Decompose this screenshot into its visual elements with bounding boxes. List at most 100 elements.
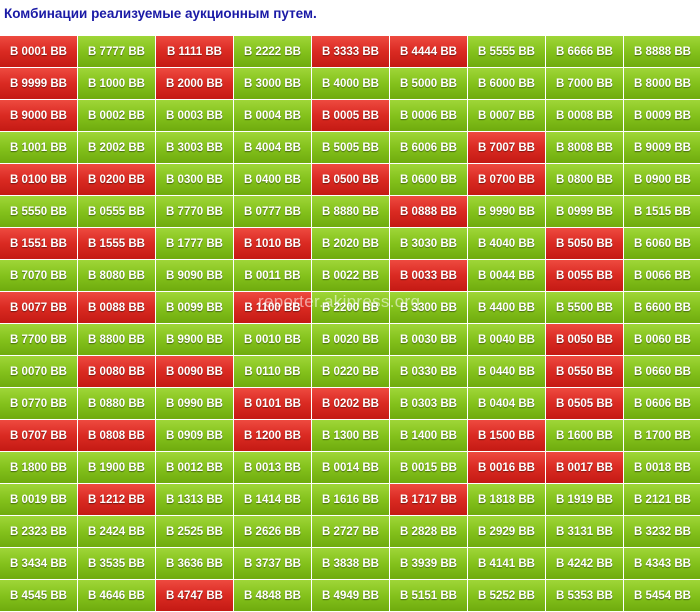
plate-cell-available: B 0404 BB — [468, 388, 546, 420]
plate-cell-auctioned: B 0005 BB — [312, 100, 390, 132]
plate-cell-auctioned: B 0550 BB — [546, 356, 624, 388]
plate-cell-available: B 3131 BB — [546, 516, 624, 548]
plate-cell-available: B 0606 BB — [624, 388, 700, 420]
plate-cell-available: B 5550 BB — [0, 196, 78, 228]
plate-cell-available: B 5500 BB — [546, 292, 624, 324]
plate-cell-available: B 7777 BB — [78, 36, 156, 68]
plate-cell-available: B 3838 BB — [312, 548, 390, 580]
plate-cell-available: B 1414 BB — [234, 484, 312, 516]
plate-cell-available: B 1600 BB — [546, 420, 624, 452]
plate-cell-available: B 0330 BB — [390, 356, 468, 388]
plate-cell-available: B 0066 BB — [624, 260, 700, 292]
plate-cell-available: B 0909 BB — [156, 420, 234, 452]
plate-cell-available: B 4400 BB — [468, 292, 546, 324]
plate-cell-available: B 4343 BB — [624, 548, 700, 580]
plate-cell-available: B 5000 BB — [390, 68, 468, 100]
plate-cell-available: B 3003 BB — [156, 132, 234, 164]
plate-cell-available: B 0999 BB — [546, 196, 624, 228]
plate-cell-available: B 2323 BB — [0, 516, 78, 548]
plate-cell-available: B 3939 BB — [390, 548, 468, 580]
plate-cell-auctioned: B 1111 BB — [156, 36, 234, 68]
plate-cell-available: B 8008 BB — [546, 132, 624, 164]
plate-cell-available: B 0018 BB — [624, 452, 700, 484]
plate-cell-available: B 0044 BB — [468, 260, 546, 292]
plate-cell-available: B 0600 BB — [390, 164, 468, 196]
plate-cell-auctioned: B 0017 BB — [546, 452, 624, 484]
plate-cell-available: B 0220 BB — [312, 356, 390, 388]
plate-cell-available: B 0900 BB — [624, 164, 700, 196]
plate-cell-available: B 0003 BB — [156, 100, 234, 132]
plate-cell-available: B 0011 BB — [234, 260, 312, 292]
plate-cell-available: B 0010 BB — [234, 324, 312, 356]
plate-cell-available: B 0015 BB — [390, 452, 468, 484]
plate-cell-auctioned: B 1010 BB — [234, 228, 312, 260]
plate-cell-available: B 4545 BB — [0, 580, 78, 612]
plate-cell-available: B 4000 BB — [312, 68, 390, 100]
plate-cell-available: B 0555 BB — [78, 196, 156, 228]
plate-cell-available: B 1400 BB — [390, 420, 468, 452]
plate-cell-auctioned: B 0101 BB — [234, 388, 312, 420]
plate-cell-auctioned: B 9000 BB — [0, 100, 78, 132]
plate-cell-available: B 2828 BB — [390, 516, 468, 548]
plate-cell-available: B 1818 BB — [468, 484, 546, 516]
plate-cell-available: B 2525 BB — [156, 516, 234, 548]
plate-cell-auctioned: B 5050 BB — [546, 228, 624, 260]
plate-cell-available: B 6006 BB — [390, 132, 468, 164]
plate-cell-available: B 9900 BB — [156, 324, 234, 356]
plate-cell-available: B 9009 BB — [624, 132, 700, 164]
plate-cell-available: B 3636 BB — [156, 548, 234, 580]
plate-cell-available: B 1515 BB — [624, 196, 700, 228]
plate-cell-auctioned: B 1100 BB — [234, 292, 312, 324]
plate-cell-available: B 5005 BB — [312, 132, 390, 164]
plate-cell-available: B 1616 BB — [312, 484, 390, 516]
plate-cell-available: B 0022 BB — [312, 260, 390, 292]
plate-cell-available: B 0880 BB — [78, 388, 156, 420]
plate-cell-auctioned: B 0888 BB — [390, 196, 468, 228]
plate-cell-available: B 2020 BB — [312, 228, 390, 260]
plate-cell-available: B 8800 BB — [78, 324, 156, 356]
plate-cell-available: B 2222 BB — [234, 36, 312, 68]
plate-cell-auctioned: B 0033 BB — [390, 260, 468, 292]
plate-cell-available: B 6060 BB — [624, 228, 700, 260]
plate-cell-available: B 0110 BB — [234, 356, 312, 388]
plate-cell-available: B 1300 BB — [312, 420, 390, 452]
plate-cell-auctioned: B 1500 BB — [468, 420, 546, 452]
plate-cell-available: B 5454 BB — [624, 580, 700, 612]
plate-cell-available: B 0060 BB — [624, 324, 700, 356]
plate-cell-available: B 7070 BB — [0, 260, 78, 292]
plate-cell-available: B 4242 BB — [546, 548, 624, 580]
plate-cell-auctioned: B 0001 BB — [0, 36, 78, 68]
plate-cell-auctioned: B 0100 BB — [0, 164, 78, 196]
plate-cell-available: B 0020 BB — [312, 324, 390, 356]
plate-cell-available: B 8000 BB — [624, 68, 700, 100]
plate-cell-auctioned: B 0088 BB — [78, 292, 156, 324]
plate-cell-available: B 0777 BB — [234, 196, 312, 228]
plate-cell-auctioned: B 0808 BB — [78, 420, 156, 452]
plate-cell-available: B 0660 BB — [624, 356, 700, 388]
plate-cell-available: B 2626 BB — [234, 516, 312, 548]
plate-cell-available: B 1313 BB — [156, 484, 234, 516]
plate-cell-available: B 2727 BB — [312, 516, 390, 548]
plate-cell-available: B 1000 BB — [78, 68, 156, 100]
plate-cell-available: B 6000 BB — [468, 68, 546, 100]
plate-cell-auctioned: B 9999 BB — [0, 68, 78, 100]
plate-cell-available: B 4004 BB — [234, 132, 312, 164]
plate-cell-available: B 1777 BB — [156, 228, 234, 260]
plate-cell-available: B 1001 BB — [0, 132, 78, 164]
plate-cell-available: B 4141 BB — [468, 548, 546, 580]
plate-cell-available: B 3535 BB — [78, 548, 156, 580]
plate-cell-available: B 4949 BB — [312, 580, 390, 612]
plate-cell-available: B 0013 BB — [234, 452, 312, 484]
plate-cell-available: B 4646 BB — [78, 580, 156, 612]
plate-cell-available: B 5353 BB — [546, 580, 624, 612]
plate-cell-available: B 0009 BB — [624, 100, 700, 132]
plate-cell-auctioned: B 0077 BB — [0, 292, 78, 324]
plate-cell-available: B 0030 BB — [390, 324, 468, 356]
plate-cell-available: B 4848 BB — [234, 580, 312, 612]
plate-cell-available: B 8080 BB — [78, 260, 156, 292]
plate-cell-auctioned: B 0700 BB — [468, 164, 546, 196]
plate-cell-available: B 1700 BB — [624, 420, 700, 452]
plate-cell-available: B 0012 BB — [156, 452, 234, 484]
plate-cell-auctioned: B 1212 BB — [78, 484, 156, 516]
plate-cell-available: B 2424 BB — [78, 516, 156, 548]
